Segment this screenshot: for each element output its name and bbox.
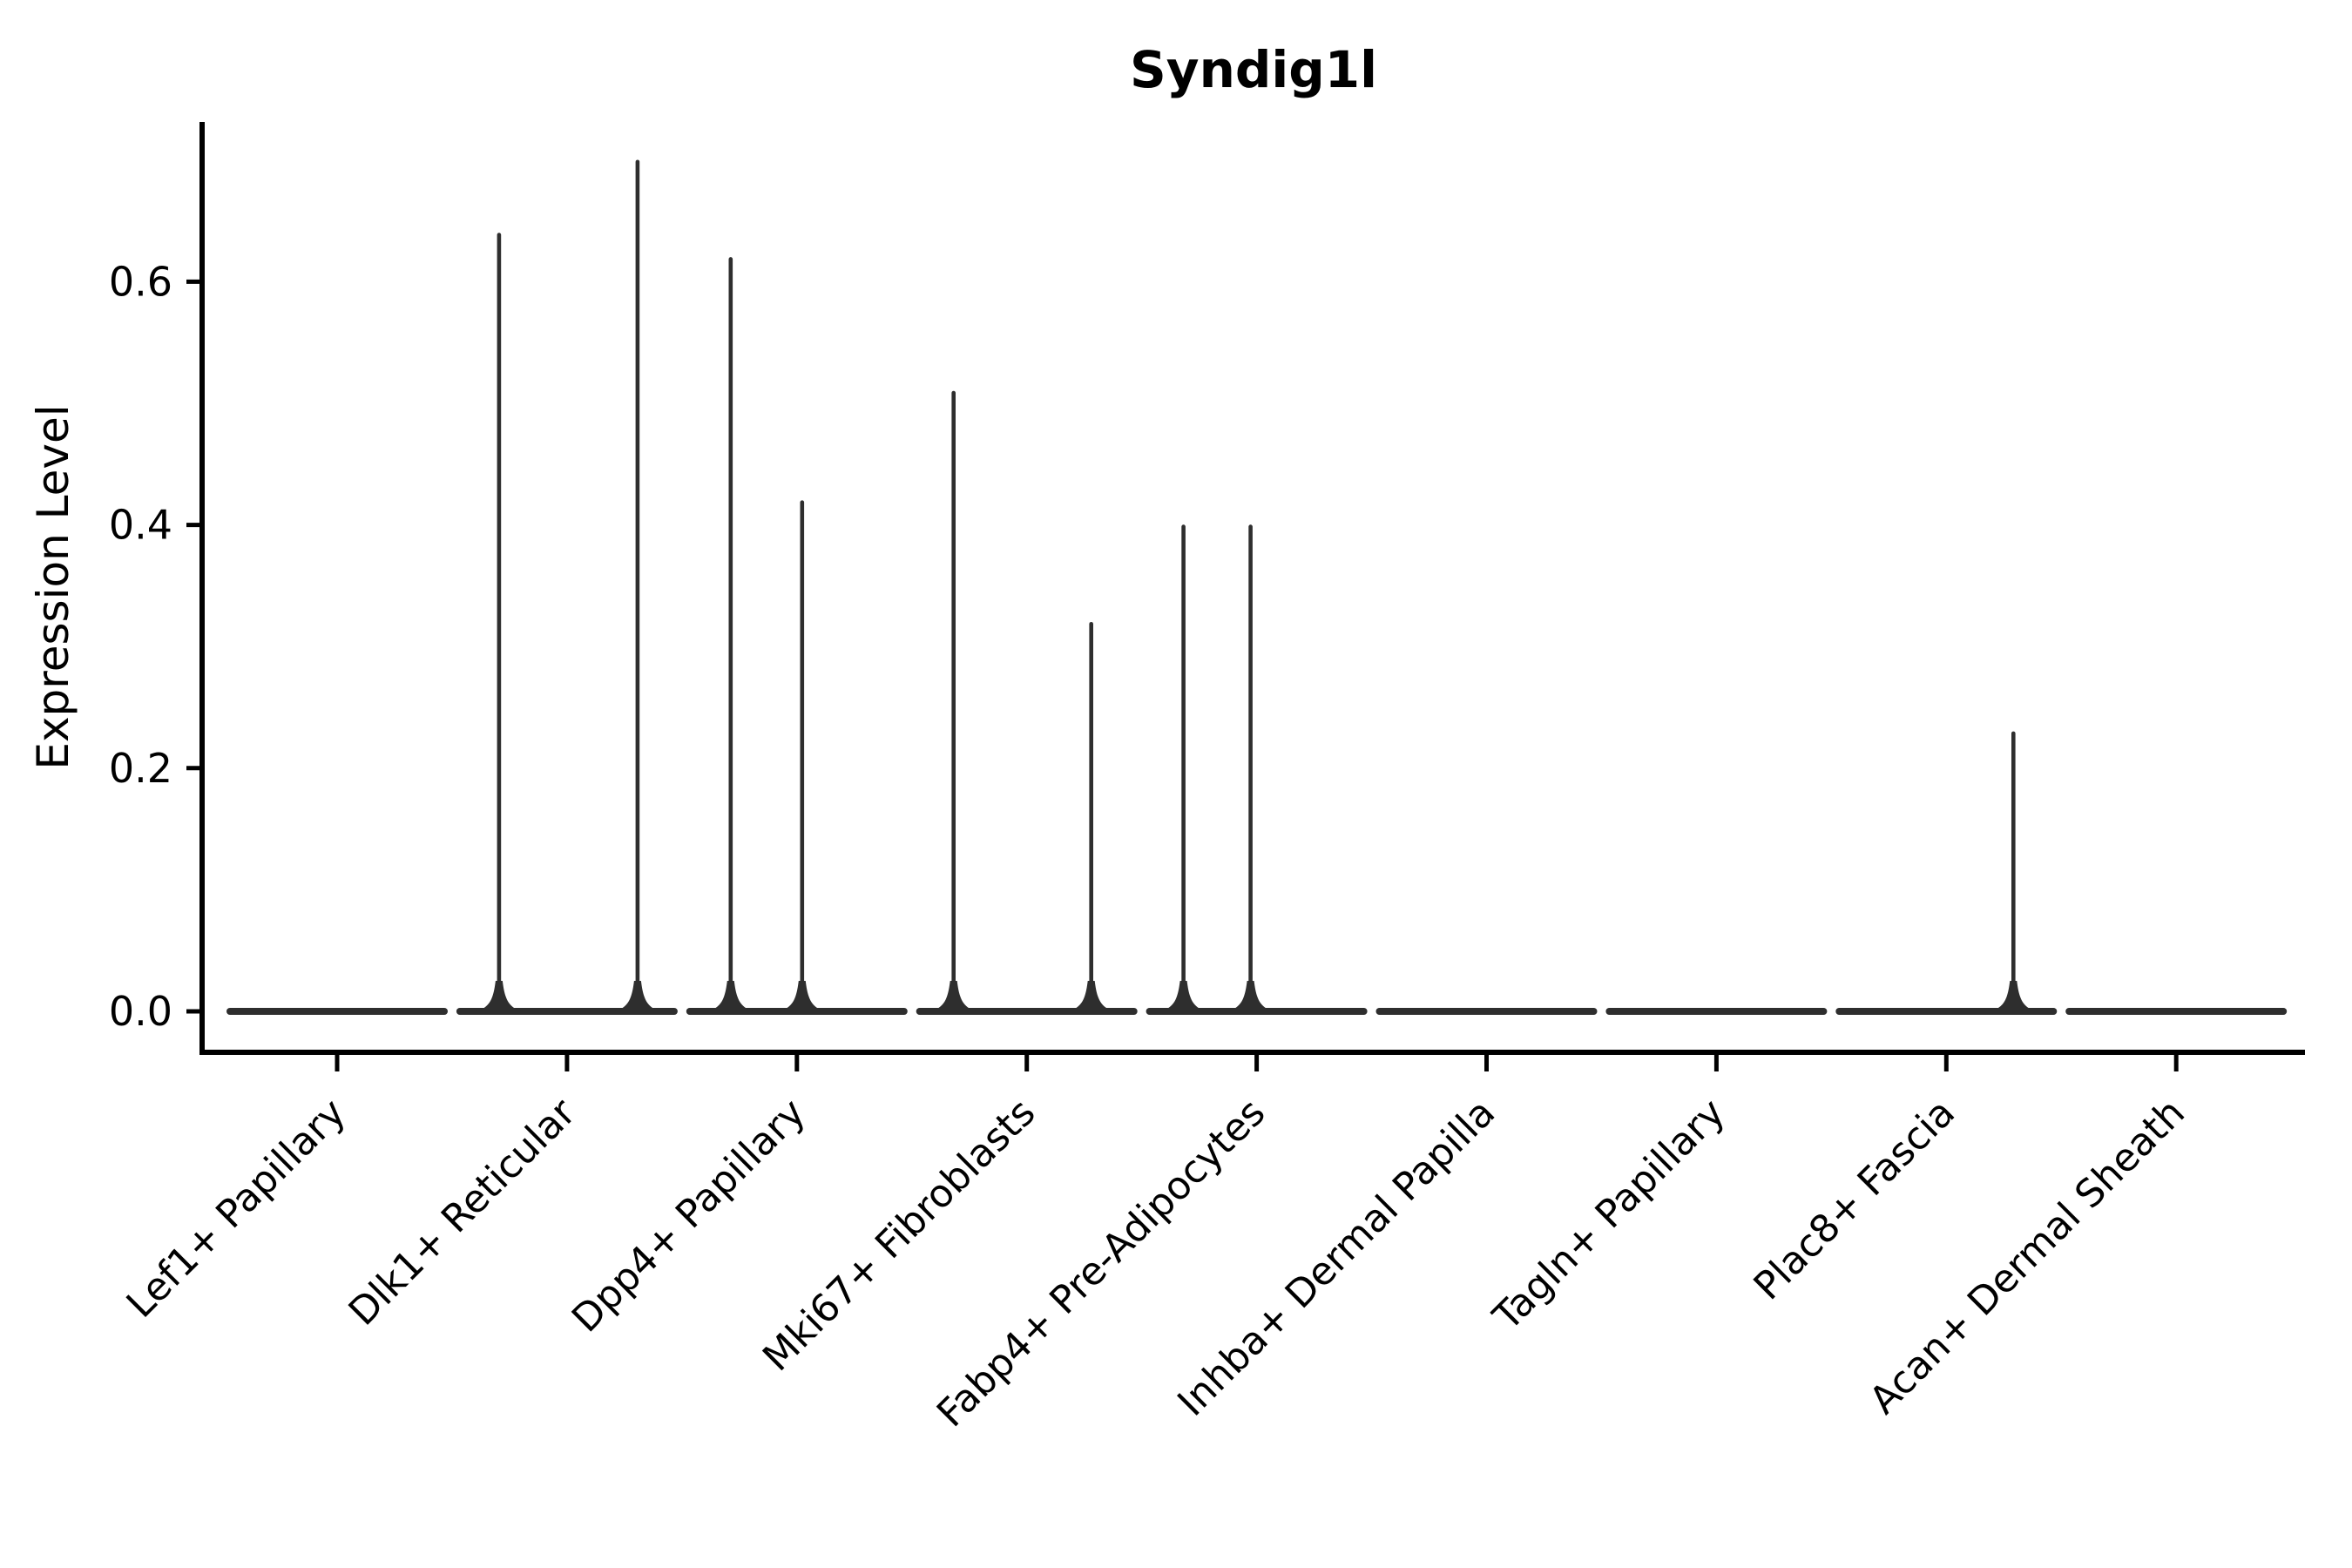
x-tick-label: Tagln+ Papillary <box>1484 1091 1734 1340</box>
y-axis: 0.0 0.2 0.4 0.6 <box>109 258 202 1035</box>
violin <box>1835 731 2058 1015</box>
y-tick-label: 0.6 <box>109 258 172 305</box>
violin <box>456 159 678 1015</box>
violin <box>916 390 1138 1015</box>
y-tick-label: 0.0 <box>109 988 172 1035</box>
y-axis-label: Expression Level <box>28 404 78 769</box>
x-tick-label: Lef1+ Papillary <box>118 1091 355 1327</box>
violin-spike-flare <box>613 981 661 1011</box>
axes-spines <box>199 122 2305 1055</box>
y-tick-label: 0.2 <box>109 745 172 792</box>
violin <box>1146 524 1368 1015</box>
x-tick-label: Plac8+ Fascia <box>1746 1091 1964 1309</box>
violin-spike-flare <box>929 981 977 1011</box>
violin-spike-flare <box>706 981 754 1011</box>
y-tick-label: 0.4 <box>109 502 172 549</box>
violins <box>226 159 2288 1015</box>
violin-spike-flare <box>475 981 523 1011</box>
violin-spike-flare <box>778 981 826 1011</box>
x-tick-label: Dpp4+ Papillary <box>564 1091 814 1342</box>
x-tick-label: Dlk1+ Reticular <box>341 1090 585 1335</box>
chart-title: Syndig1l <box>1130 40 1377 99</box>
violin-spike-flare <box>1067 981 1115 1011</box>
violin-spike-flare <box>1990 981 2038 1011</box>
violin-spike-flare <box>1227 981 1274 1011</box>
violin <box>686 257 908 1015</box>
violin-spike-flare <box>1159 981 1207 1011</box>
